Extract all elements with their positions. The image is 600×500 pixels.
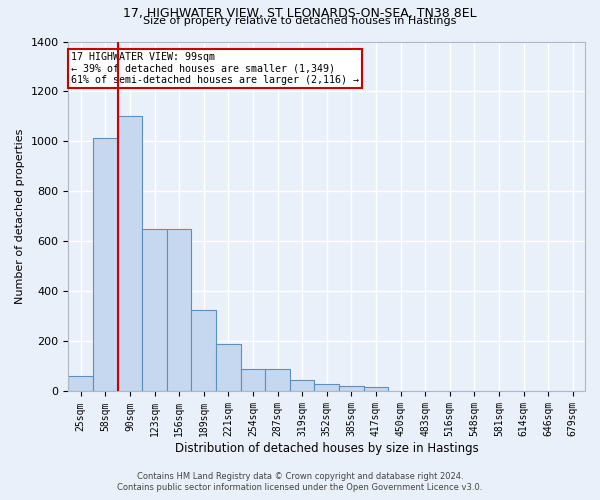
Bar	[241, 370, 265, 392]
Text: 17 HIGHWATER VIEW: 99sqm
← 39% of detached houses are smaller (1,349)
61% of sem: 17 HIGHWATER VIEW: 99sqm ← 39% of detach…	[71, 52, 359, 85]
Bar	[191, 310, 216, 392]
Bar	[216, 344, 241, 392]
X-axis label: Distribution of detached houses by size in Hastings: Distribution of detached houses by size …	[175, 442, 479, 455]
Bar	[364, 387, 388, 392]
Bar	[265, 370, 290, 392]
Text: Contains HM Land Registry data © Crown copyright and database right 2024.
Contai: Contains HM Land Registry data © Crown c…	[118, 472, 482, 492]
Bar	[167, 230, 191, 392]
Bar	[142, 230, 167, 392]
Text: 17, HIGHWATER VIEW, ST LEONARDS-ON-SEA, TN38 8EL: 17, HIGHWATER VIEW, ST LEONARDS-ON-SEA, …	[123, 8, 477, 20]
Y-axis label: Number of detached properties: Number of detached properties	[15, 129, 25, 304]
Bar	[314, 384, 339, 392]
Bar	[93, 138, 118, 392]
Text: Size of property relative to detached houses in Hastings: Size of property relative to detached ho…	[143, 16, 457, 26]
Bar	[118, 116, 142, 392]
Bar	[290, 380, 314, 392]
Bar	[339, 386, 364, 392]
Bar	[68, 376, 93, 392]
